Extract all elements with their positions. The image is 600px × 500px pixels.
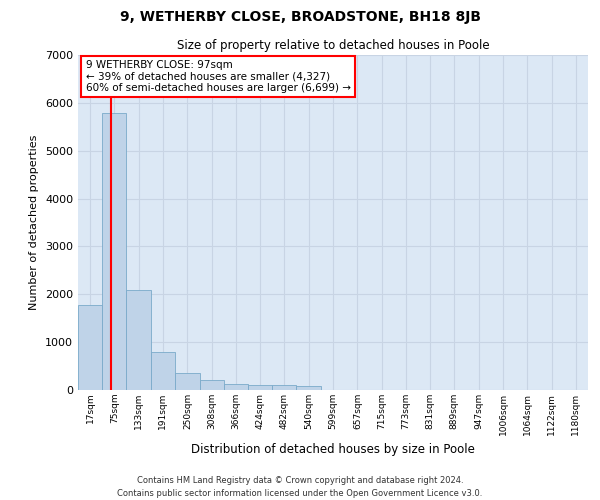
Bar xyxy=(78,305,102,390)
Y-axis label: Number of detached properties: Number of detached properties xyxy=(29,135,40,310)
Bar xyxy=(224,384,248,390)
Bar xyxy=(127,290,151,390)
Title: Size of property relative to detached houses in Poole: Size of property relative to detached ho… xyxy=(176,40,490,52)
X-axis label: Distribution of detached houses by size in Poole: Distribution of detached houses by size … xyxy=(191,443,475,456)
Bar xyxy=(296,386,320,390)
Text: 9 WETHERBY CLOSE: 97sqm
← 39% of detached houses are smaller (4,327)
60% of semi: 9 WETHERBY CLOSE: 97sqm ← 39% of detache… xyxy=(86,60,350,93)
Text: 9, WETHERBY CLOSE, BROADSTONE, BH18 8JB: 9, WETHERBY CLOSE, BROADSTONE, BH18 8JB xyxy=(119,10,481,24)
Bar xyxy=(248,384,272,390)
Text: Contains HM Land Registry data © Crown copyright and database right 2024.
Contai: Contains HM Land Registry data © Crown c… xyxy=(118,476,482,498)
Bar xyxy=(102,114,127,390)
Bar xyxy=(200,380,224,390)
Bar xyxy=(175,373,200,390)
Bar xyxy=(151,352,175,390)
Bar xyxy=(272,385,296,390)
